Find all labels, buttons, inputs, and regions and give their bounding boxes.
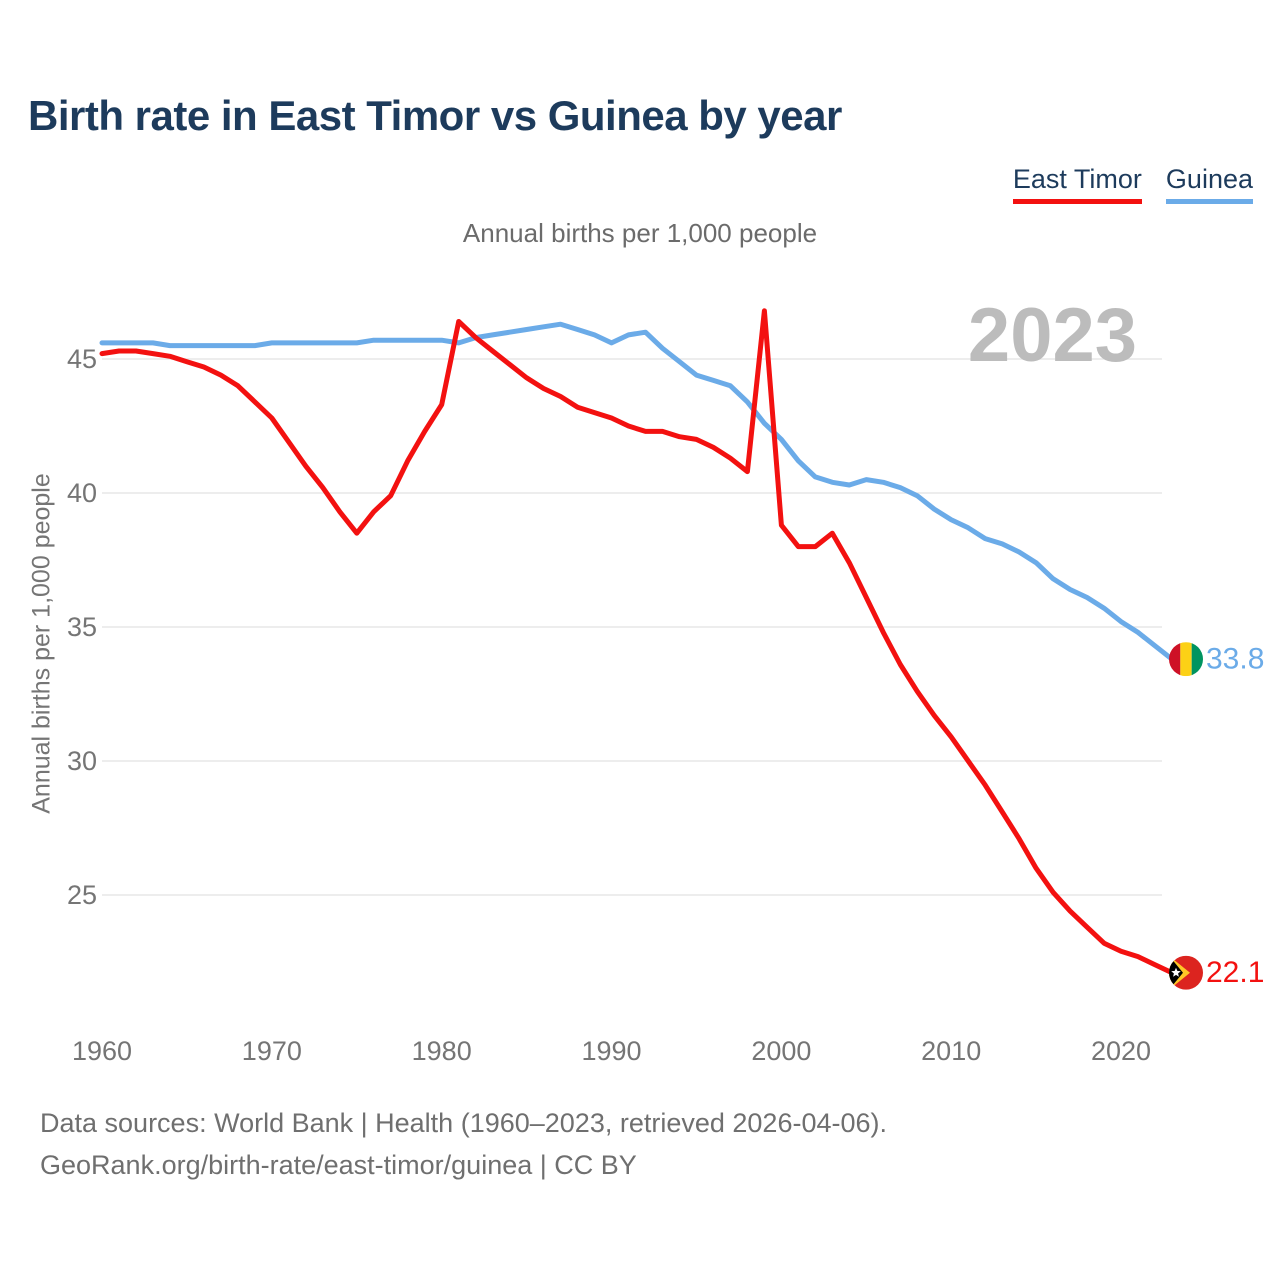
legend-swatch-east-timor xyxy=(1012,198,1142,204)
series-line-east-timor xyxy=(99,308,1175,976)
y-tick-label-25: 25 xyxy=(67,880,97,910)
legend-item-east-timor[interactable]: East Timor xyxy=(1012,164,1142,204)
y-tick-label-30: 30 xyxy=(67,746,97,776)
legend-swatch-guinea xyxy=(1165,198,1253,204)
flag-east-timor-icon xyxy=(1169,955,1203,990)
legend: East Timor Guinea xyxy=(1012,164,1253,204)
x-tick-label-1980: 1980 xyxy=(412,1036,472,1066)
end-value-label-guinea: 33.8 xyxy=(1206,643,1264,676)
legend-label-guinea: Guinea xyxy=(1165,164,1253,194)
y-tick-label-40: 40 xyxy=(67,478,97,508)
footer-data-sources: Data sources: World Bank | Health (1960–… xyxy=(40,1108,887,1138)
page-title: Birth rate in East Timor vs Guinea by ye… xyxy=(28,92,842,139)
x-tick-label-1970: 1970 xyxy=(242,1036,302,1066)
x-tick-label-1990: 1990 xyxy=(581,1036,641,1066)
x-tick-label-2020: 2020 xyxy=(1091,1036,1151,1066)
x-tick-label-2000: 2000 xyxy=(751,1036,811,1066)
series-line-guinea xyxy=(99,321,1175,662)
legend-label-east-timor: East Timor xyxy=(1012,164,1142,194)
chart-subtitle: Annual births per 1,000 people xyxy=(462,218,818,248)
x-tick-label-1960: 1960 xyxy=(72,1036,132,1066)
watermark-year: 2023 xyxy=(968,293,1137,378)
footer-attribution: GeoRank.org/birth-rate/east-timor/guinea… xyxy=(40,1150,637,1180)
y-tick-label-35: 35 xyxy=(67,612,97,642)
flag-guinea-icon xyxy=(1169,642,1203,677)
y-tick-label-45: 45 xyxy=(67,344,97,374)
end-value-label-east-timor: 22.1 xyxy=(1206,956,1264,989)
x-tick-label-2010: 2010 xyxy=(921,1036,981,1066)
legend-item-guinea[interactable]: Guinea xyxy=(1165,164,1253,204)
